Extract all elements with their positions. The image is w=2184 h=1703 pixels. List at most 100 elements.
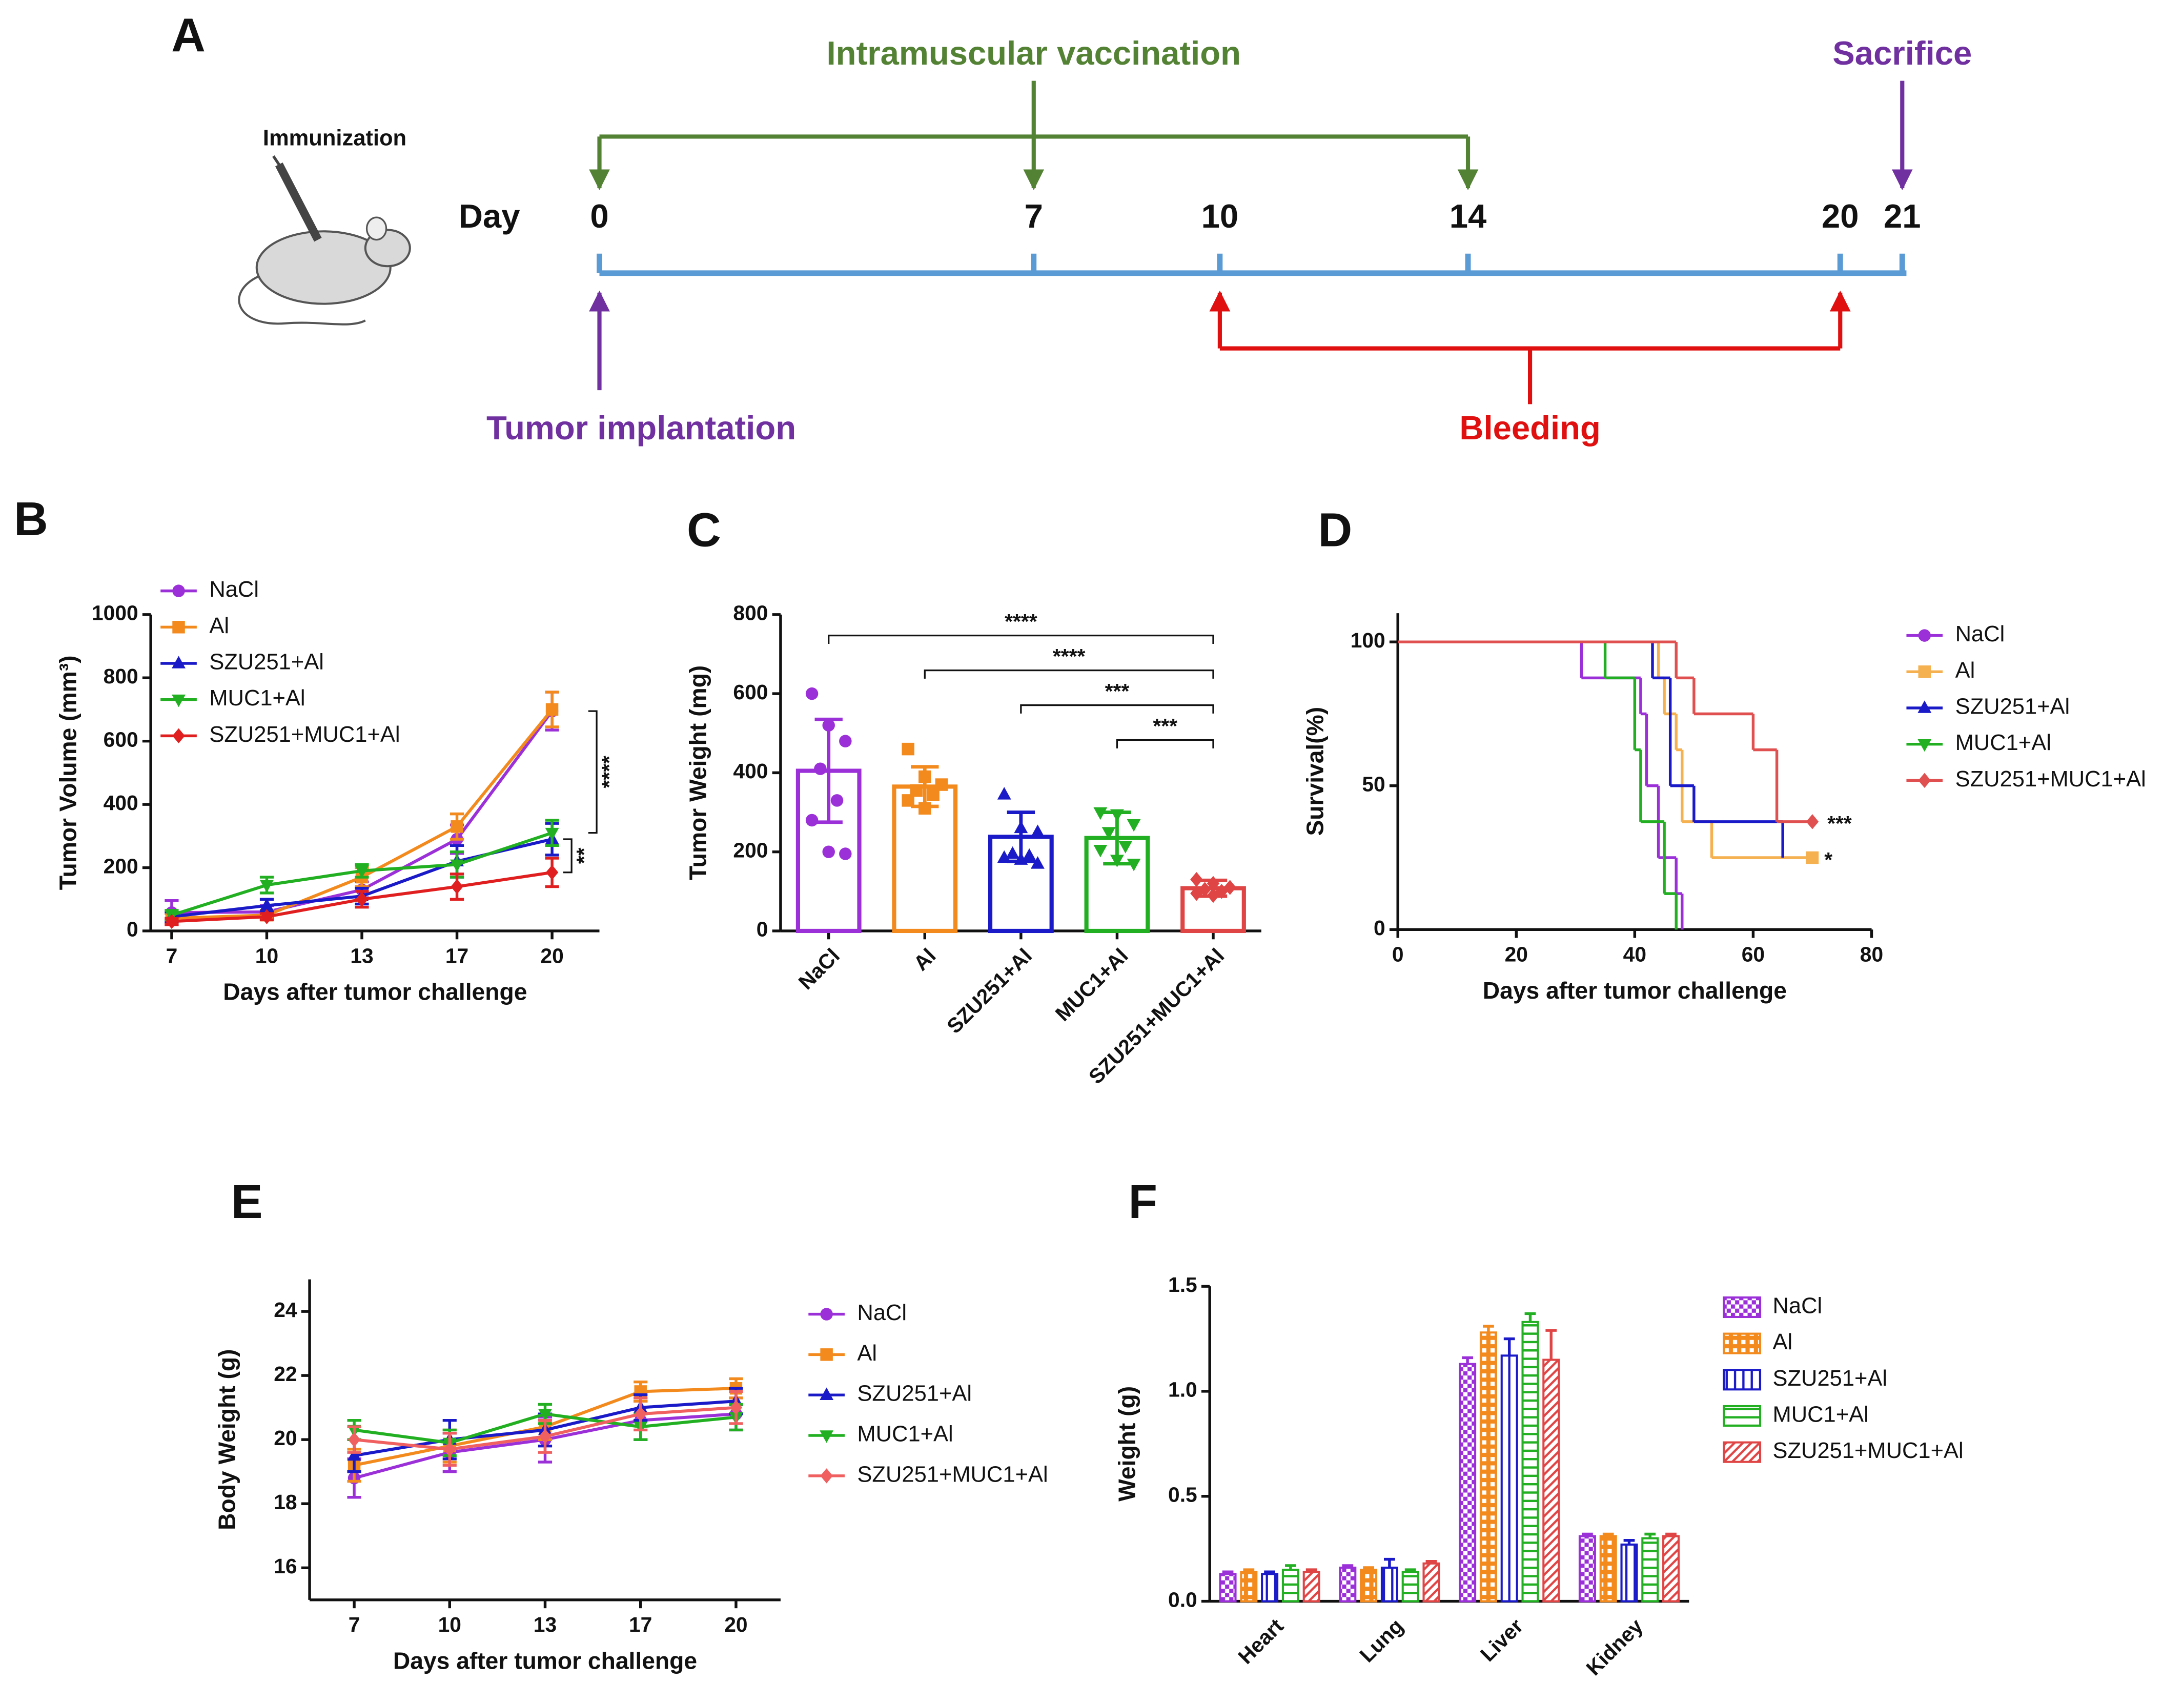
icon-label: Immunization xyxy=(263,126,406,150)
y-axis-label: Tumor Weight (mg) xyxy=(684,665,711,880)
y-tick-label: 0 xyxy=(1374,916,1385,940)
panel-label: D xyxy=(1318,503,1353,557)
bar xyxy=(1599,1535,1617,1603)
legend-swatch xyxy=(1723,1332,1762,1354)
bar xyxy=(1500,1354,1518,1603)
data-point xyxy=(805,814,819,827)
legend-marker xyxy=(172,621,185,634)
x-tick-label: 10 xyxy=(438,1613,461,1636)
significance-label: *** xyxy=(1105,679,1130,703)
significance-bracket xyxy=(1116,739,1214,748)
legend-label: SZU251+MUC1+Al xyxy=(209,722,400,747)
error-bar xyxy=(1404,1568,1416,1572)
legend-label: Al xyxy=(1772,1330,1792,1354)
data-point xyxy=(814,762,827,775)
significance-bracket xyxy=(828,635,1214,644)
y-tick-label: 1.5 xyxy=(1168,1273,1197,1296)
data-point xyxy=(805,687,819,700)
x-tick-label: Al xyxy=(909,944,940,975)
error-bar xyxy=(1582,1532,1593,1536)
x-tick-label: MUC1+Al xyxy=(1051,944,1133,1026)
timeline-day-label: 20 xyxy=(1822,197,1859,235)
data-point xyxy=(260,898,274,911)
legend-label: Al xyxy=(857,1341,877,1366)
data-point xyxy=(451,879,463,895)
bar xyxy=(1641,1537,1659,1603)
data-point xyxy=(347,1448,361,1461)
y-tick-label: 400 xyxy=(733,759,768,783)
legend-marker xyxy=(820,1468,833,1484)
y-tick-label: 200 xyxy=(733,838,768,862)
legend-marker xyxy=(1917,739,1932,752)
y-tick-label: 22 xyxy=(274,1362,297,1386)
error-bar xyxy=(1503,1337,1515,1356)
legend-label: MUC1+Al xyxy=(1772,1402,1868,1427)
y-tick-label: 0 xyxy=(757,918,768,941)
significance-label: **** xyxy=(597,756,621,788)
significance-label: * xyxy=(1824,848,1832,871)
legend-marker xyxy=(820,1348,833,1361)
legend-swatch xyxy=(1723,1296,1762,1319)
event-label: Bleeding xyxy=(1459,409,1600,447)
legend-marker xyxy=(1918,629,1931,642)
data-point xyxy=(1014,820,1028,834)
event-label: Intramuscular vaccination xyxy=(827,34,1241,72)
legend-marker xyxy=(820,1387,834,1400)
legend-marker xyxy=(1918,665,1931,678)
x-axis-label: Days after tumor challenge xyxy=(223,978,527,1005)
legend-swatch xyxy=(1723,1369,1762,1391)
error-bar xyxy=(1623,1539,1635,1545)
error-bar xyxy=(1602,1532,1614,1536)
data-point xyxy=(348,1432,361,1447)
data-point xyxy=(1093,807,1108,820)
timeline-axis-label: Day xyxy=(459,197,520,235)
x-tick-label: 60 xyxy=(1742,943,1765,966)
panel-label: E xyxy=(231,1175,263,1228)
mouse-icon xyxy=(238,155,411,326)
y-axis-label: Tumor Volume (mm³) xyxy=(55,656,81,890)
x-tick-label: 17 xyxy=(445,944,468,967)
x-tick-label: SZU251+Al xyxy=(942,944,1036,1038)
legend-label: NaCl xyxy=(1955,622,2005,646)
censor-marker xyxy=(1806,814,1819,829)
data-point xyxy=(355,865,369,879)
data-point xyxy=(822,845,835,858)
bar xyxy=(1281,1569,1299,1603)
y-axis-label: Weight (g) xyxy=(1114,1386,1140,1502)
x-axis-label: Days after tumor challenge xyxy=(393,1647,697,1674)
x-tick-label: Liver xyxy=(1476,1614,1528,1666)
data-point xyxy=(545,827,559,841)
legend-label: Al xyxy=(209,614,229,638)
legend-marker xyxy=(172,694,186,707)
bar xyxy=(1578,1535,1596,1603)
legend-marker xyxy=(172,656,186,668)
legend-label: SZU251+Al xyxy=(1772,1366,1887,1391)
significance-bracket xyxy=(563,838,573,874)
legend-label: SZU251+MUC1+Al xyxy=(1772,1438,1963,1463)
bar xyxy=(1360,1569,1378,1603)
significance-label: **** xyxy=(1005,610,1037,633)
x-tick-label: 20 xyxy=(540,944,563,967)
y-tick-label: 0.0 xyxy=(1168,1588,1197,1611)
y-tick-label: 400 xyxy=(104,791,138,815)
significance-bracket xyxy=(1020,704,1214,714)
legend-label: NaCl xyxy=(209,577,259,602)
timeline-day-label: 21 xyxy=(1884,197,1921,235)
legend-swatch xyxy=(1723,1405,1762,1427)
x-tick-label: NaCl xyxy=(794,944,844,994)
data-point xyxy=(839,735,852,747)
bar xyxy=(1219,1573,1237,1603)
y-axis-label: Body Weight (g) xyxy=(214,1349,240,1530)
significance-label: *** xyxy=(1827,812,1852,835)
bar xyxy=(1459,1363,1477,1603)
bar xyxy=(1401,1571,1419,1603)
significance-bracket xyxy=(924,669,1214,679)
x-tick-label: 0 xyxy=(1392,943,1404,966)
y-tick-label: 800 xyxy=(104,664,138,688)
bar xyxy=(1620,1543,1638,1603)
event-label: Tumor implantation xyxy=(486,409,796,447)
legend-label: SZU251+MUC1+Al xyxy=(1955,767,2146,792)
x-tick-label: 13 xyxy=(534,1613,557,1636)
event-label: Sacrifice xyxy=(1832,34,1972,72)
data-point xyxy=(997,787,1011,800)
